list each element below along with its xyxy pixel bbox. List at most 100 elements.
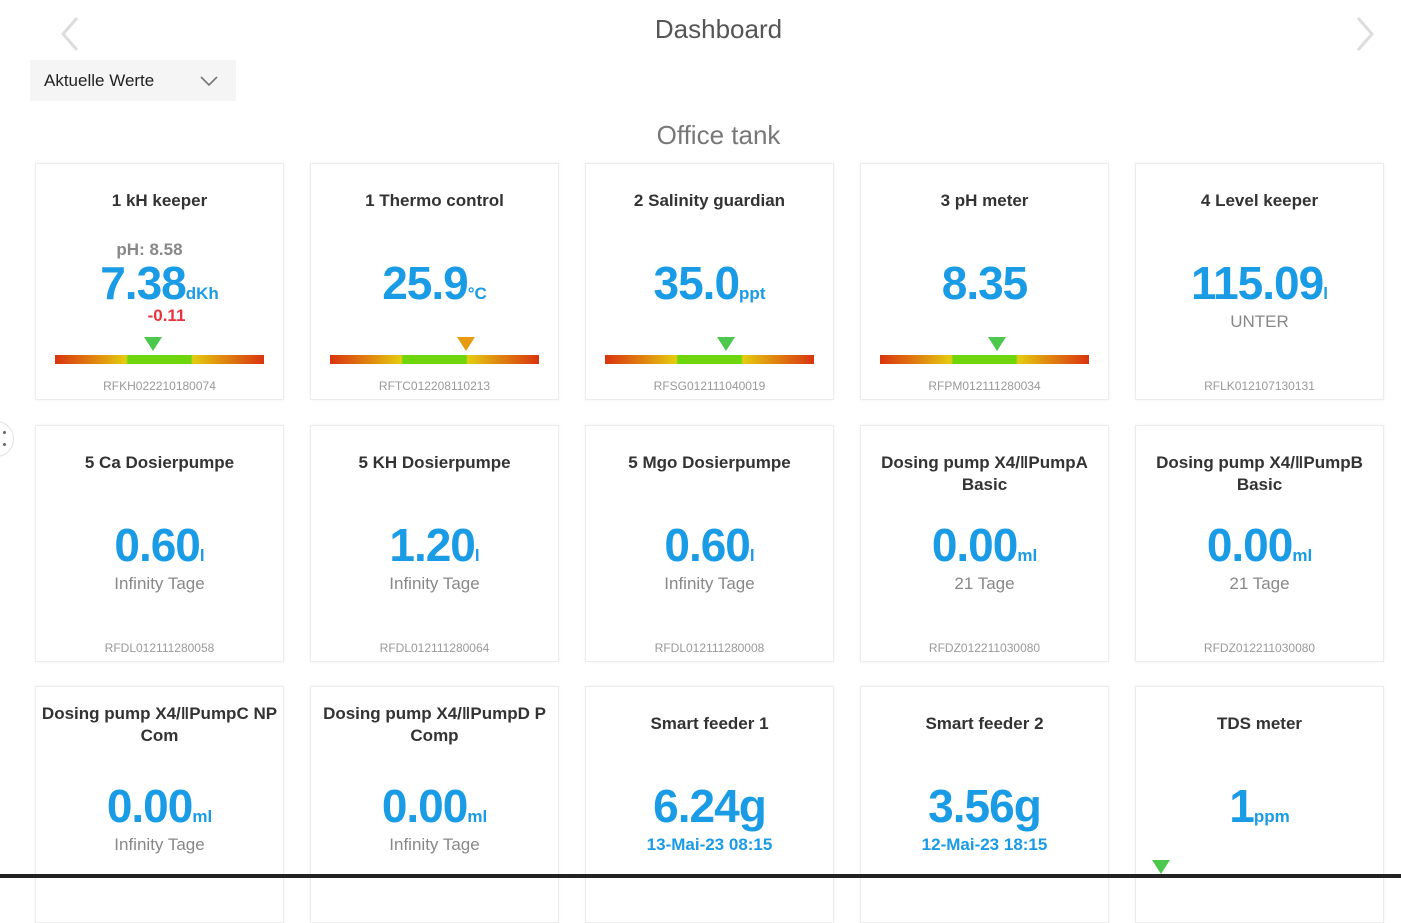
device-card[interactable]: 1 kH keeper pH: 8.58 7.38dKh -0.11 RFKH02221…: [35, 163, 284, 400]
bottom-bar: [0, 874, 1401, 878]
device-card[interactable]: Dosing pump X4/‖PumpA Basic 0.00ml 21 Tage…: [860, 425, 1109, 662]
dot-icon: [3, 443, 6, 446]
reading-value: 0.00ml: [1136, 518, 1383, 572]
device-name: 5 KH Dosierpumpe: [358, 453, 511, 472]
reading-detail: 12-Mai-23 18:15: [921, 835, 1048, 854]
dot-icon: [3, 431, 6, 434]
side-menu-button[interactable]: [0, 421, 14, 457]
reading-unit: ml: [192, 807, 213, 826]
page-title: Dashboard: [654, 14, 783, 44]
device-name: Dosing pump X4/‖PumpA Basic: [881, 453, 1088, 494]
serial-number: RFDL012111280008: [654, 641, 765, 655]
device-card[interactable]: Smart feeder 2 3.56g 12-Mai-23 18:15: [860, 686, 1109, 923]
device-name: Dosing pump X4/‖PumpB Basic: [1156, 453, 1363, 494]
reading-unit: dKh: [185, 284, 219, 303]
reading-number: 35.0: [653, 257, 741, 309]
reading-detail: 21 Tage: [1229, 574, 1290, 593]
serial-number: RFTC012208110213: [378, 379, 491, 393]
reading-detail: -0.11: [147, 306, 186, 325]
range-gauge: [605, 337, 814, 364]
serial-number: RFPM012111280034: [928, 379, 1041, 393]
reading-value: 0.60l: [36, 518, 283, 572]
reading-detail: Infinity Tage: [664, 574, 755, 593]
reading-value: 3.56g: [861, 779, 1108, 833]
device-card[interactable]: 2 Salinity guardian 35.0ppt RFSG0121110400…: [585, 163, 834, 400]
reading-value: 25.9°C: [311, 256, 558, 310]
reading-unit: l: [1323, 284, 1328, 303]
reading-value: 1ppm: [1136, 779, 1383, 833]
device-card[interactable]: Dosing pump X4/‖PumpC NP Com 0.00ml Infini…: [35, 686, 284, 923]
reading-number: 1.20: [389, 519, 476, 571]
reading-value: 0.00ml: [311, 779, 558, 833]
device-card[interactable]: 3 pH meter 8.35 RFPM012111280034: [860, 163, 1109, 400]
reading-number: 0.60: [114, 519, 201, 571]
gauge-marker-icon: [456, 337, 475, 351]
reading-detail: UNTER: [1230, 312, 1289, 331]
reading-unit: ppm: [1253, 807, 1290, 826]
device-card[interactable]: 5 KH Dosierpumpe 1.20l Infinity Tage RFDL01…: [310, 425, 559, 662]
reading-number: 0.00: [381, 780, 469, 832]
reading-detail: Infinity Tage: [389, 574, 480, 593]
gauge-marker-icon: [717, 337, 736, 351]
device-card[interactable]: Dosing pump X4/‖PumpD P Comp 0.00ml Infini…: [310, 686, 559, 923]
device-name: 1 kH keeper: [111, 191, 208, 210]
device-name: 1 Thermo control: [365, 191, 504, 210]
reading-detail: 21 Tage: [954, 574, 1015, 593]
reading-value: 35.0ppt: [586, 256, 833, 310]
device-name: 3 pH meter: [940, 191, 1029, 210]
serial-number: RFKH022210180074: [103, 379, 216, 393]
reading-number: 8.35: [941, 257, 1029, 309]
reading-number: 0.60: [664, 519, 751, 571]
device-name: Smart feeder 2: [925, 714, 1044, 733]
secondary-reading: pH: 8.58: [116, 240, 183, 259]
reading-value: 6.24g: [586, 779, 833, 833]
device-card[interactable]: Smart feeder 1 6.24g 13-Mai-23 08:15: [585, 686, 834, 923]
view-select[interactable]: Aktuelle Werte: [30, 60, 236, 101]
device-card[interactable]: 5 Mgo Dosierpumpe 0.60l Infinity Tage RFDL0…: [585, 425, 834, 662]
serial-number: RFLK012107130131: [1204, 379, 1315, 393]
reading-detail: 13-Mai-23 08:15: [646, 835, 773, 854]
reading-number: 3.56g: [928, 780, 1042, 832]
device-name: 4 Level keeper: [1200, 191, 1319, 210]
device-card[interactable]: Dosing pump X4/‖PumpB Basic 0.00ml 21 Tage…: [1135, 425, 1384, 662]
reading-number: 115.09: [1191, 257, 1324, 309]
reading-value: 0.00ml: [861, 518, 1108, 572]
previous-page-button[interactable]: [55, 14, 85, 54]
chevron-left-icon: [61, 17, 79, 51]
tank-title: Office tank: [656, 120, 781, 150]
range-gauge: [330, 337, 539, 364]
device-name: 5 Mgo Dosierpumpe: [628, 453, 791, 472]
device-name: 5 Ca Dosierpumpe: [84, 453, 235, 472]
device-name: Smart feeder 1: [650, 714, 769, 733]
next-page-button[interactable]: [1350, 14, 1380, 54]
device-card[interactable]: TDS meter 1ppm: [1135, 686, 1384, 923]
reading-unit: l: [749, 546, 755, 565]
device-card[interactable]: 4 Level keeper 115.09l UNTER RFLK0121071301…: [1135, 163, 1384, 400]
gauge-marker-icon: [1152, 860, 1171, 874]
device-card[interactable]: 1 Thermo control 25.9°C RFTC012208110213: [310, 163, 559, 400]
reading-value: 0.00ml: [36, 779, 283, 833]
reading-number: 6.24g: [653, 780, 767, 832]
reading-number: 0.00: [1206, 519, 1294, 571]
range-gauge: [55, 337, 264, 364]
reading-value: 115.09l: [1136, 256, 1383, 310]
reading-value: 7.38dKh: [36, 256, 283, 310]
reading-unit: ml: [467, 807, 488, 826]
reading-value: 8.35: [861, 256, 1108, 310]
reading-unit: ppt: [739, 284, 766, 303]
chevron-right-icon: [1356, 17, 1374, 51]
reading-value: 1.20l: [311, 518, 558, 572]
view-select-value: Aktuelle Werte: [44, 70, 155, 90]
reading-detail: Infinity Tage: [114, 835, 205, 854]
reading-unit: ml: [1292, 546, 1313, 565]
range-gauge: [1152, 860, 1364, 887]
device-card[interactable]: 5 Ca Dosierpumpe 0.60l Infinity Tage RFDL01…: [35, 425, 284, 662]
reading-detail: Infinity Tage: [389, 835, 480, 854]
chevron-down-icon: [200, 75, 218, 86]
reading-value: 0.60l: [586, 518, 833, 572]
device-name: Dosing pump X4/‖PumpC NP Com: [41, 704, 278, 745]
reading-number: 1: [1229, 780, 1255, 832]
reading-number: 0.00: [931, 519, 1019, 571]
serial-number: RFDL012111280064: [379, 641, 490, 655]
reading-unit: °C: [467, 284, 487, 303]
